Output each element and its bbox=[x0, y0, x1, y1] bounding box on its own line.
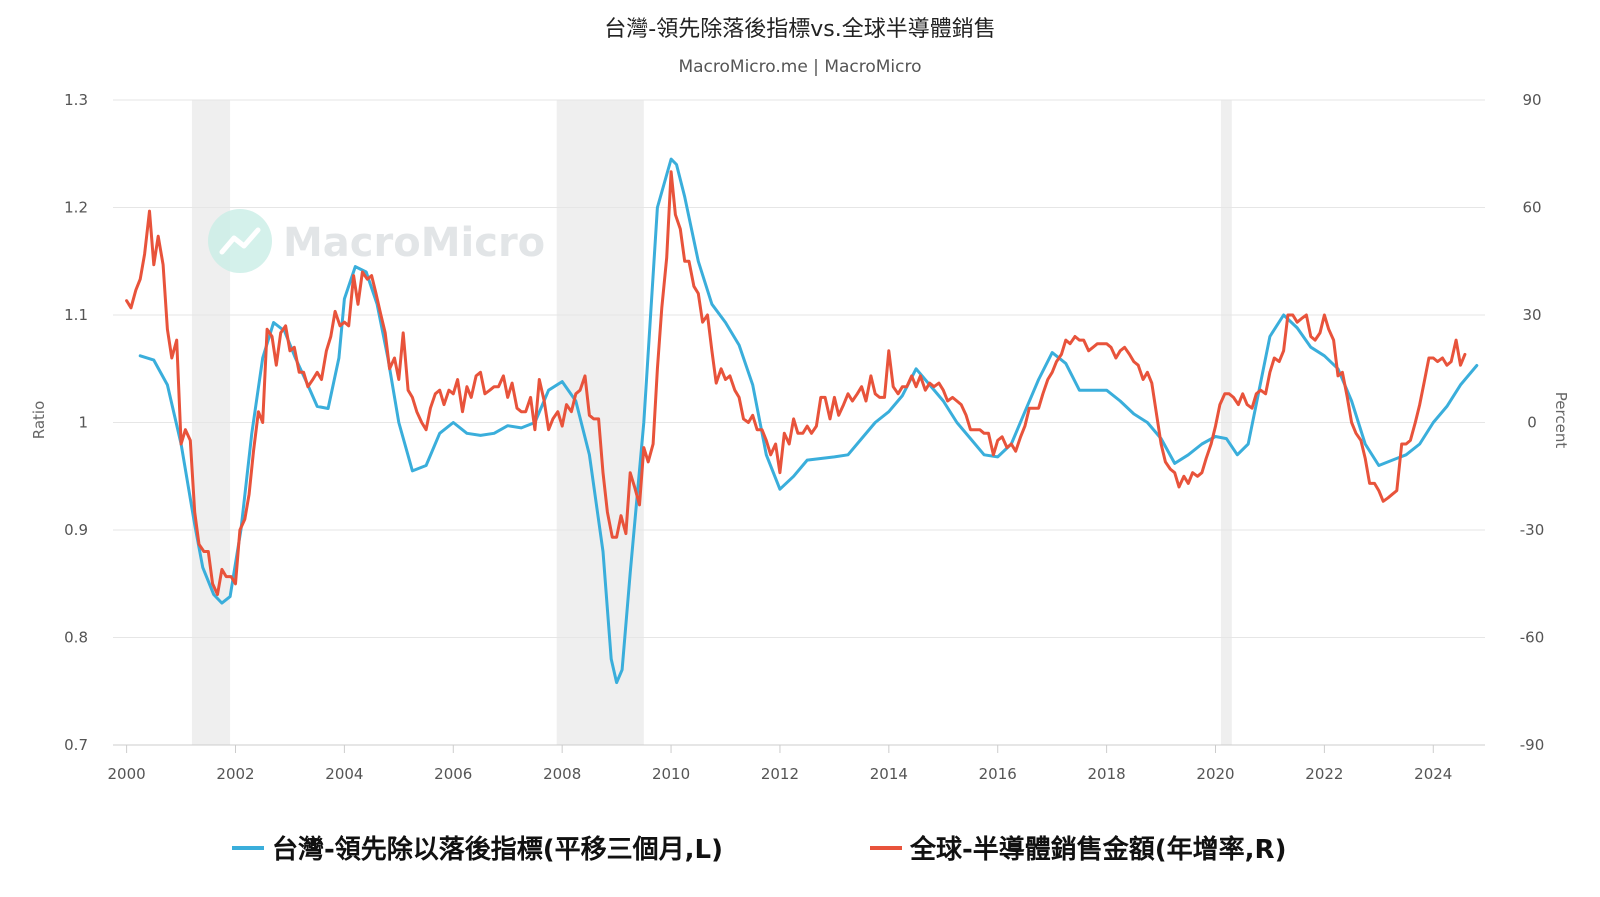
y-axis-left-title: Ratio bbox=[30, 401, 48, 440]
legend-item-series-1[interactable]: 全球-半導體銷售金額(年增率,R) bbox=[870, 834, 1286, 865]
y-right-tick-label: -90 bbox=[1520, 736, 1545, 754]
y-right-tick-label: 90 bbox=[1522, 91, 1541, 109]
x-tick-label: 2012 bbox=[761, 765, 799, 783]
y-axis-right-title: Percent bbox=[1552, 392, 1570, 449]
gridlines bbox=[113, 99, 1485, 746]
x-axis-ticks: 2000 2002 2004 2006 2008 2010 2012 2014 2016 2018… bbox=[108, 744, 1485, 783]
y-right-tick-label: 0 bbox=[1527, 414, 1537, 432]
x-tick-label: 2006 bbox=[434, 765, 472, 783]
y-left-tick-label: 1.2 bbox=[64, 199, 88, 217]
x-tick-label: 2016 bbox=[979, 765, 1017, 783]
y-left-tick-label: 0.7 bbox=[64, 736, 88, 754]
chart-subtitle: MacroMicro.me | MacroMicro bbox=[678, 57, 921, 77]
x-tick-label: 2020 bbox=[1196, 765, 1234, 783]
x-tick-label: 2022 bbox=[1305, 765, 1343, 783]
y-left-tick-label: 1.3 bbox=[64, 91, 88, 109]
legend: 台灣-領先除以落後指標(平移三個月,L) 全球-半導體銷售金額(年增率,R) bbox=[232, 834, 1286, 865]
y-left-tick-label: 1 bbox=[78, 414, 88, 432]
y-left-tick-label: 1.1 bbox=[64, 306, 88, 324]
y-right-tick-label: 30 bbox=[1522, 306, 1541, 324]
y-right-tick-label: 60 bbox=[1522, 199, 1541, 217]
series-line-1 bbox=[125, 170, 1467, 596]
y-axis-right-ticks: -90 -60 -30 0 30 60 90 bbox=[1520, 91, 1545, 754]
y-left-tick-label: 0.9 bbox=[64, 521, 88, 539]
watermark-text: MacroMicro bbox=[283, 220, 545, 266]
watermark: MacroMicro bbox=[208, 209, 545, 273]
x-tick-label: 2018 bbox=[1088, 765, 1126, 783]
y-axis-left-ticks: 0.7 0.8 0.9 1 1.1 1.2 1.3 bbox=[64, 91, 88, 754]
x-tick-label: 2004 bbox=[325, 765, 363, 783]
x-tick-label: 2010 bbox=[652, 765, 690, 783]
y-right-tick-label: -60 bbox=[1520, 629, 1545, 647]
x-tick-label: 2008 bbox=[543, 765, 581, 783]
x-tick-label: 2024 bbox=[1414, 765, 1452, 783]
x-tick-label: 2000 bbox=[108, 765, 146, 783]
series-lines bbox=[125, 157, 1479, 685]
legend-label-series-1: 全球-半導體銷售金額(年增率,R) bbox=[909, 834, 1286, 865]
watermark-logo-line-icon bbox=[219, 227, 261, 255]
legend-label-series-0: 台灣-領先除以落後指標(平移三個月,L) bbox=[272, 834, 723, 865]
chart-title: 台灣-領先除落後指標vs.全球半導體銷售 bbox=[604, 17, 995, 42]
y-left-tick-label: 0.8 bbox=[64, 629, 88, 647]
x-tick-label: 2014 bbox=[870, 765, 908, 783]
x-tick-label: 2002 bbox=[216, 765, 254, 783]
y-right-tick-label: -30 bbox=[1520, 521, 1545, 539]
legend-item-series-0[interactable]: 台灣-領先除以落後指標(平移三個月,L) bbox=[232, 834, 723, 865]
series-line-0 bbox=[138, 157, 1479, 685]
